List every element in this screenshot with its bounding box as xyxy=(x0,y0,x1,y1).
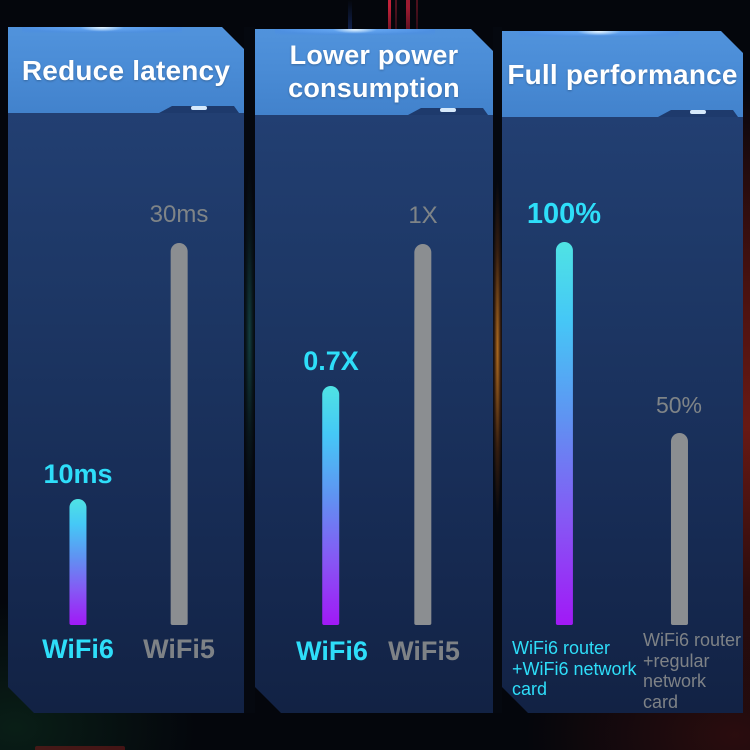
bar-column-wifi5: 50% xyxy=(656,394,702,625)
panel-header: Lower power consumption xyxy=(255,29,493,115)
right-edge-glow xyxy=(743,80,750,710)
panel-title: Full performance xyxy=(507,58,738,90)
panel-header: Reduce latency xyxy=(8,27,244,113)
bar-label-regular-combo: WiFi6 router +regular network card xyxy=(643,630,742,712)
wifi6-bar xyxy=(322,386,339,625)
panel-lower-power: Lower power consumption 0.7X 1X WiFi6 Wi… xyxy=(255,29,493,713)
bar-label-wifi6: WiFi6 xyxy=(296,636,368,666)
bar-label-wifi5: WiFi5 xyxy=(143,634,215,664)
panel-full-performance: Full performance 100% 50% WiFi6 router +… xyxy=(502,31,743,713)
panel-reduce-latency: Reduce latency 10ms 30ms WiFi6 WiFi5 xyxy=(8,27,244,713)
header-notch xyxy=(408,108,488,115)
panel-title: Reduce latency xyxy=(21,54,231,86)
wifi5-bar xyxy=(171,243,188,625)
notch-dash xyxy=(191,106,207,110)
wifi5-bar xyxy=(670,433,687,625)
value-label: 100% xyxy=(526,198,602,230)
value-label: 1X xyxy=(408,202,438,229)
bar-column-wifi6: 0.7X xyxy=(303,348,359,625)
wifi6-bar xyxy=(70,499,87,625)
header-notch xyxy=(658,110,738,117)
bar-label-wifi5: WiFi5 xyxy=(388,636,460,666)
notch-dash xyxy=(440,108,456,112)
bar-column-wifi6: 100% xyxy=(527,200,601,625)
chart-area: 100% 50% WiFi6 router +WiFi6 network car… xyxy=(502,117,743,713)
panel-header: Full performance xyxy=(502,31,743,117)
bar-column-wifi5: 30ms xyxy=(150,203,209,625)
bar-column-wifi6: 10ms xyxy=(43,461,112,625)
panel-gap-glow xyxy=(493,27,502,713)
wifi6-bar xyxy=(555,242,572,625)
bar-column-wifi5: 1X xyxy=(408,204,437,625)
value-label: 0.7X xyxy=(303,346,359,376)
value-label: 10ms xyxy=(43,459,113,489)
panel-gap-glow xyxy=(244,27,255,713)
wifi5-bar xyxy=(414,244,431,625)
bar-label-wifi6-combo: WiFi6 router +WiFi6 network card xyxy=(512,638,637,699)
bottom-edge-glow xyxy=(35,746,125,750)
chart-area: 0.7X 1X WiFi6 WiFi5 xyxy=(255,115,493,713)
chart-area: 10ms 30ms WiFi6 WiFi5 xyxy=(8,113,244,713)
value-label: 30ms xyxy=(149,201,209,228)
bar-label-wifi6: WiFi6 xyxy=(42,634,114,664)
value-label: 50% xyxy=(655,392,703,418)
header-notch xyxy=(159,106,239,113)
panel-title: Lower power consumption xyxy=(288,40,460,103)
notch-dash xyxy=(690,110,706,114)
